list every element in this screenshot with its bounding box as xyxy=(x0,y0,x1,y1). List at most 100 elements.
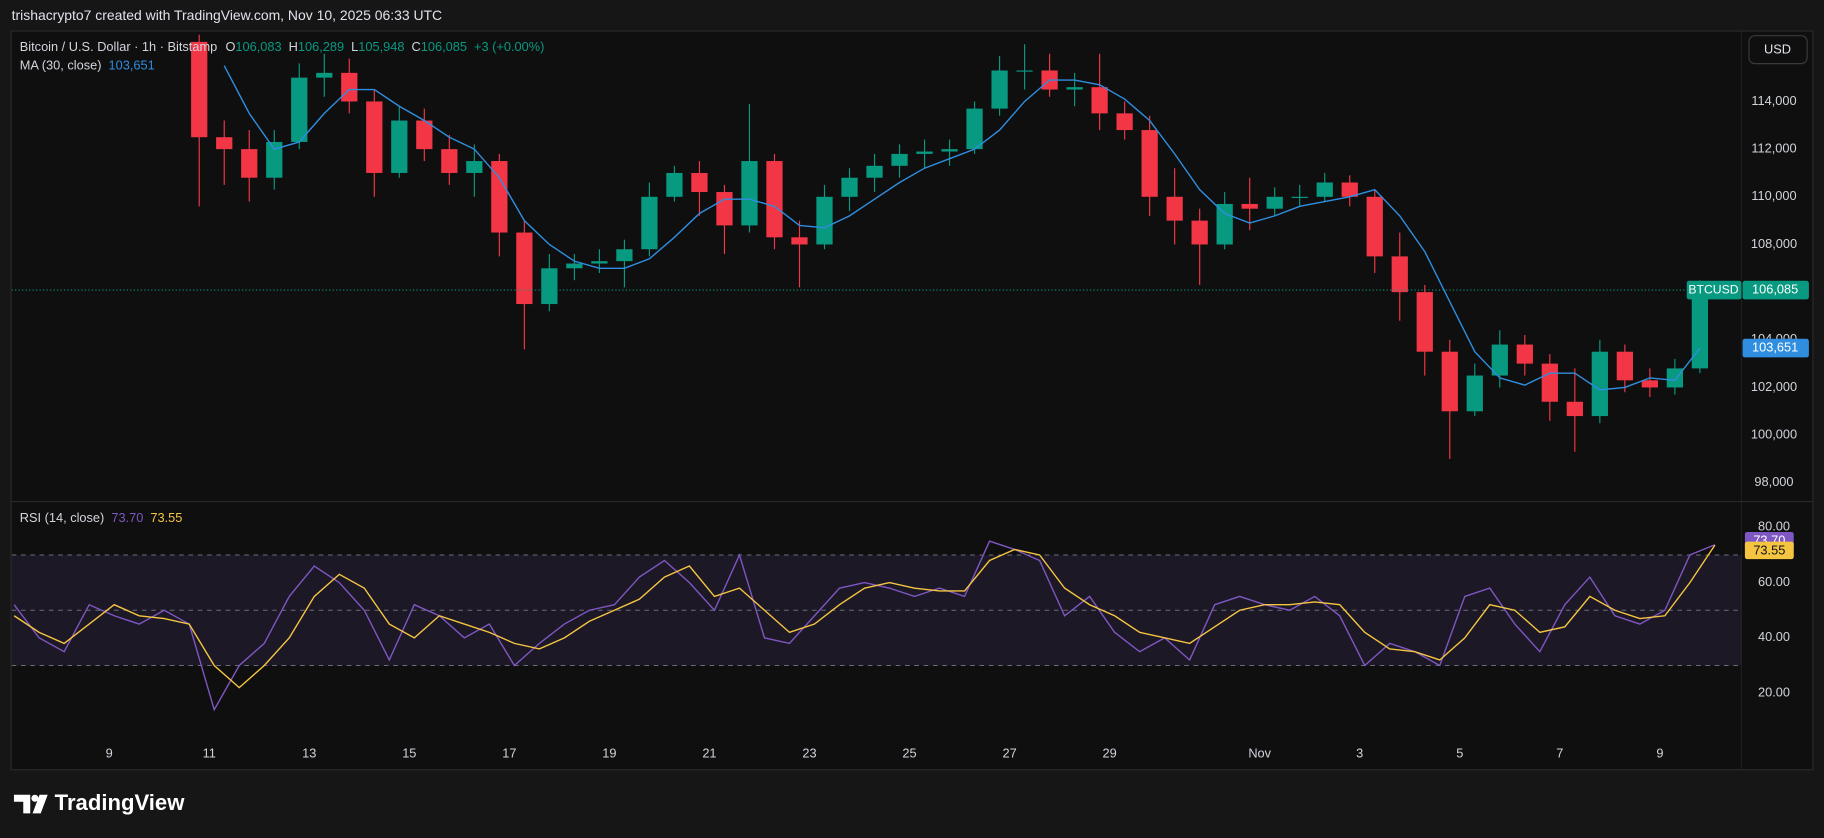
candle-body xyxy=(1267,197,1283,209)
candle-body xyxy=(366,101,382,172)
candle-body xyxy=(666,173,682,197)
x-tick-label: 7 xyxy=(1556,745,1563,760)
x-tick-label: 27 xyxy=(1002,745,1016,760)
candle-body xyxy=(291,78,307,142)
candle-body xyxy=(516,233,532,304)
x-tick-label: Nov xyxy=(1248,745,1271,760)
candle-body xyxy=(866,166,882,178)
y-tick-label: 108,000 xyxy=(1751,236,1797,251)
x-tick-label: 11 xyxy=(203,745,216,760)
ma-value: 103,651 xyxy=(109,58,155,73)
candle-body xyxy=(441,149,457,173)
last-price-label: 106,085 xyxy=(1752,281,1798,296)
candle-body xyxy=(916,152,932,154)
ohlc-key: C xyxy=(412,39,421,54)
y-tick-label: 60.00 xyxy=(1758,574,1790,589)
currency-label: USD xyxy=(1764,42,1791,57)
candle-body xyxy=(1317,182,1333,196)
candle-body xyxy=(1492,345,1508,376)
symbol-title: Bitcoin / U.S. Dollar · 1h · Bitstamp xyxy=(20,39,217,54)
candle-body xyxy=(891,154,907,166)
candle-body xyxy=(1517,345,1533,364)
y-tick-label: 114,000 xyxy=(1751,93,1796,108)
x-tick-label: 19 xyxy=(602,745,616,760)
candle-body xyxy=(1167,197,1183,221)
candle-body xyxy=(1117,113,1133,130)
rsi-ma-value: 73.55 xyxy=(150,510,182,525)
candle-body xyxy=(1542,364,1558,402)
candle-body xyxy=(241,149,257,178)
ohlc-value: 106,085 xyxy=(421,39,467,54)
y-tick-label: 20.00 xyxy=(1758,685,1790,700)
x-tick-label: 13 xyxy=(302,745,316,760)
y-tick-label: 112,000 xyxy=(1751,141,1796,156)
y-tick-label: 102,000 xyxy=(1751,379,1797,394)
rsi-legend: RSI (14, close) 73.70 73.55 xyxy=(20,510,183,525)
candle-body xyxy=(616,249,632,261)
candle-body xyxy=(1066,87,1082,89)
x-tick-label: 23 xyxy=(802,745,816,760)
candle-body xyxy=(1016,70,1032,71)
candle-body xyxy=(1592,352,1608,416)
candle-body xyxy=(566,264,582,269)
price-legend: Bitcoin / U.S. Dollar · 1h · Bitstamp O 1… xyxy=(20,39,545,54)
candle-body xyxy=(1242,204,1258,209)
candle-body xyxy=(1142,130,1158,197)
candle-body xyxy=(1091,87,1107,113)
candle-body xyxy=(1217,204,1233,245)
ohlc-key: O xyxy=(225,39,235,54)
x-tick-label: 9 xyxy=(106,745,113,760)
brand-name: TradingView xyxy=(55,790,186,815)
candle-body xyxy=(341,73,357,102)
x-tick-label: 29 xyxy=(1103,745,1117,760)
y-tick-label: 100,000 xyxy=(1751,427,1797,442)
candle-body xyxy=(766,161,782,237)
candle-body xyxy=(841,178,857,197)
candle-body xyxy=(1417,292,1433,352)
candle-body xyxy=(791,237,807,244)
candle-body xyxy=(1617,352,1633,381)
candle-body xyxy=(1442,352,1458,412)
symbol-tag-label: BTCUSD xyxy=(1688,282,1738,296)
ma-name: MA (30, close) xyxy=(20,58,102,73)
rsi-name: RSI (14, close) xyxy=(20,510,105,525)
ohlc-key: H xyxy=(289,39,298,54)
x-tick-label: 9 xyxy=(1656,745,1663,760)
x-tick-label: 25 xyxy=(902,745,916,760)
candle-body xyxy=(641,197,657,249)
candle-body xyxy=(1467,376,1483,412)
change: +3 (+0.00%) xyxy=(474,39,544,54)
candle-body xyxy=(316,73,332,78)
candle-body xyxy=(691,173,707,192)
ohlc-value: 106,289 xyxy=(298,39,344,54)
y-tick-label: 80.00 xyxy=(1758,519,1790,534)
ohlc-value: 105,948 xyxy=(358,39,404,54)
x-tick-label: 15 xyxy=(402,745,416,760)
candle-body xyxy=(741,161,757,225)
candle-body xyxy=(1567,402,1583,416)
x-tick-label: 5 xyxy=(1456,745,1463,760)
candle-body xyxy=(716,192,732,225)
candle-body xyxy=(816,197,832,245)
candle-body xyxy=(466,161,482,173)
candle-body xyxy=(1292,197,1308,198)
y-tick-label: 110,000 xyxy=(1751,188,1796,203)
rsi-tag-label: 73.55 xyxy=(1753,542,1785,557)
candle-body xyxy=(991,70,1007,108)
x-tick-label: 17 xyxy=(502,745,516,760)
candle-body xyxy=(191,42,207,137)
y-tick-label: 98,000 xyxy=(1754,474,1793,489)
candle-body xyxy=(1392,256,1408,292)
candle-body xyxy=(1367,197,1383,257)
candle-body xyxy=(1692,290,1708,368)
candle-body xyxy=(1642,380,1658,387)
candle-body xyxy=(216,137,232,149)
x-tick-label: 21 xyxy=(702,745,716,760)
candle-body xyxy=(966,109,982,150)
candle-body xyxy=(541,268,557,304)
logo-dot xyxy=(31,795,38,802)
candle-body xyxy=(1667,368,1683,387)
y-tick-label: 40.00 xyxy=(1758,629,1790,644)
